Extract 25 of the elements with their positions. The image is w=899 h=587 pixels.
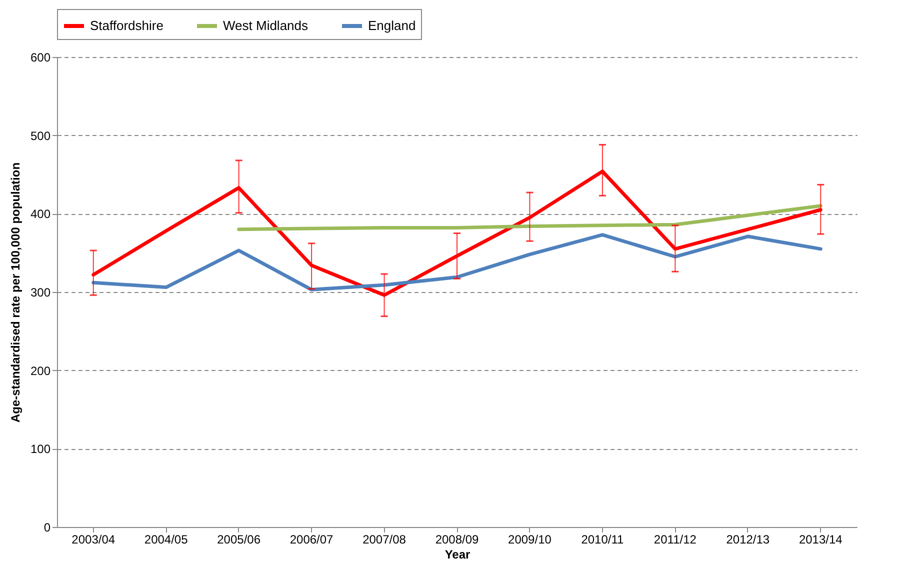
x-tick-label: 2007/08	[362, 532, 406, 546]
line-series	[237, 204, 822, 232]
legend-label: Staffordshire	[90, 18, 164, 33]
x-tick-label: 2013/14	[798, 532, 843, 546]
x-tick-label: 2005/06	[217, 532, 261, 546]
y-tick-label: 200	[30, 364, 51, 378]
legend-label: West Midlands	[223, 18, 309, 33]
x-tick-label: 2009/10	[508, 532, 552, 546]
x-tick-label: 2004/05	[144, 532, 188, 546]
y-tick-label: 500	[30, 128, 51, 143]
x-tick-label: 2012/13	[726, 532, 770, 546]
y-tick-label: 400	[30, 207, 51, 222]
legend-label: England	[368, 18, 416, 33]
x-tick-label: 2010/11	[581, 532, 624, 546]
y-axis-title: Age-standardised rate per 100,000 population	[8, 162, 22, 423]
x-axis-title: Year	[444, 548, 471, 562]
line-series	[92, 233, 822, 292]
y-tick-label: 300	[30, 286, 51, 300]
y-tick-label: 600	[30, 50, 51, 64]
x-tick-label: 2006/07	[290, 532, 334, 546]
y-tick-label: 100	[30, 442, 51, 456]
x-tick-label: 2011/12	[654, 532, 697, 546]
x-tick-label: 2003/04	[72, 532, 116, 546]
x-tick-label: 2008/09	[435, 532, 480, 546]
y-tick-label: 0	[44, 520, 51, 534]
